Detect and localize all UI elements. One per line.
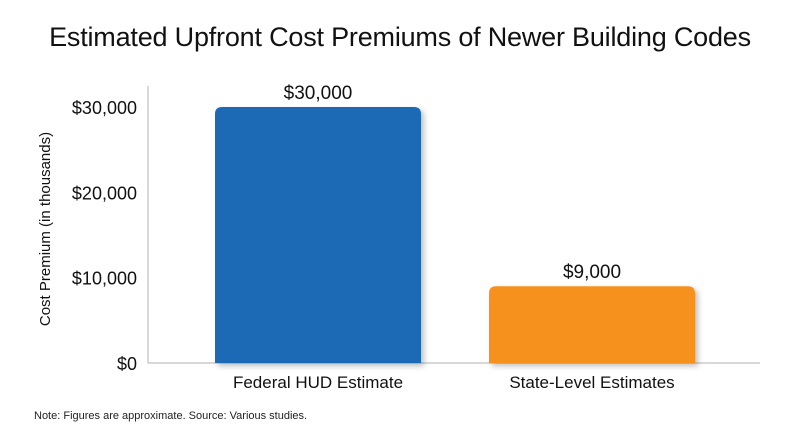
y-tick-label: $0 xyxy=(117,354,137,374)
chart-title: Estimated Upfront Cost Premiums of Newer… xyxy=(49,22,751,52)
footnote: Note: Figures are approximate. Source: V… xyxy=(34,410,308,422)
y-axis: $0 $10,000 $20,000 $30,000 xyxy=(72,86,149,374)
bar-value-label: $9,000 xyxy=(563,262,621,283)
y-tick-label: $30,000 xyxy=(72,98,137,118)
data-labels: $30,000 $9,000 xyxy=(284,83,621,283)
x-axis: Federal HUD Estimate State-Level Estimate… xyxy=(148,362,760,392)
y-tick-label: $10,000 xyxy=(72,269,137,289)
y-tick-label: $20,000 xyxy=(72,183,137,203)
x-tick-label: Federal HUD Estimate xyxy=(233,373,403,392)
bar-value-label: $30,000 xyxy=(284,83,353,104)
bar-2 xyxy=(489,286,695,363)
x-tick-label: State-Level Estimates xyxy=(509,373,674,392)
y-axis-title: Cost Premium (in thousands) xyxy=(37,132,54,326)
bar-1 xyxy=(215,107,421,363)
bars xyxy=(215,107,695,363)
